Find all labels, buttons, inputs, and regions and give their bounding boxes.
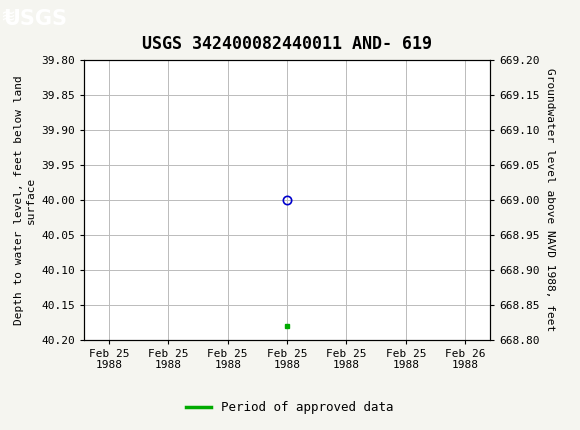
Text: ≋: ≋ xyxy=(1,9,16,26)
Legend: Period of approved data: Period of approved data xyxy=(181,396,399,419)
Text: USGS: USGS xyxy=(3,9,67,29)
Title: USGS 342400082440011 AND- 619: USGS 342400082440011 AND- 619 xyxy=(142,35,432,53)
Y-axis label: Groundwater level above NAVD 1988, feet: Groundwater level above NAVD 1988, feet xyxy=(545,68,555,332)
Y-axis label: Depth to water level, feet below land
surface: Depth to water level, feet below land su… xyxy=(14,75,36,325)
